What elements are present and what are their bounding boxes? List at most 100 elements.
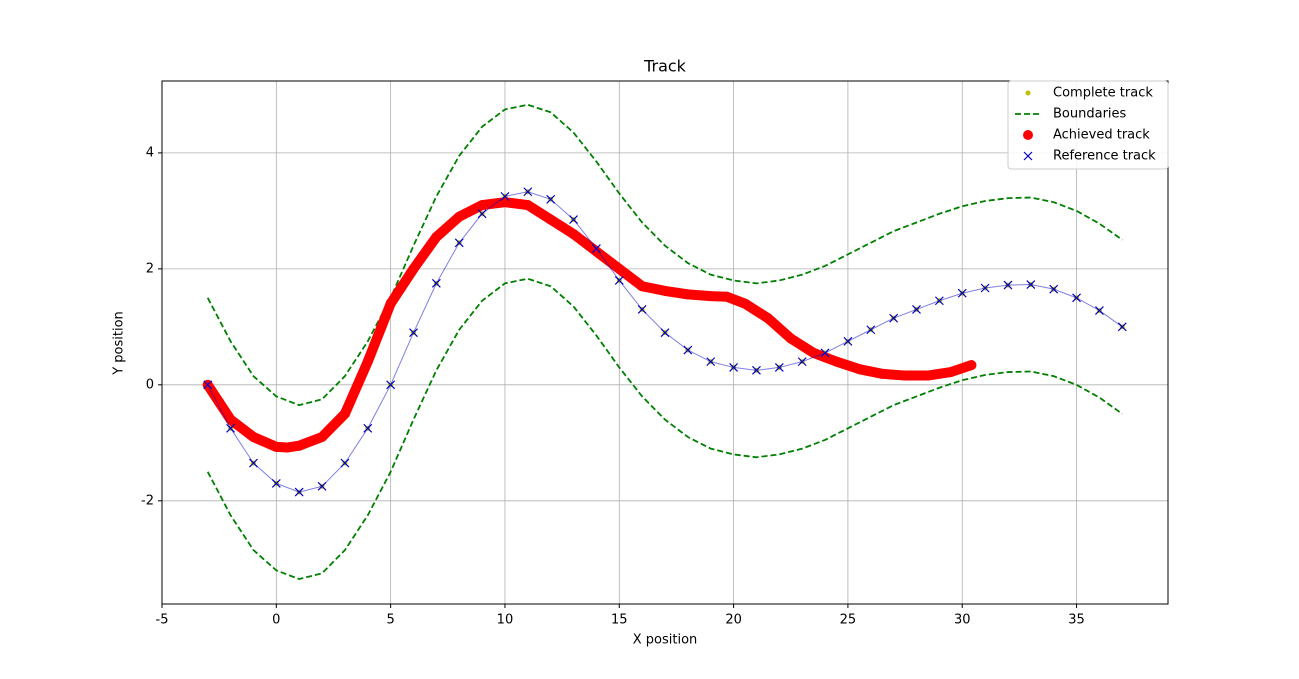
achieved-point xyxy=(705,291,716,302)
reference-point xyxy=(866,325,876,335)
reference-point xyxy=(226,423,236,433)
x-tick-label: 20 xyxy=(725,613,742,628)
achieved-point xyxy=(248,432,259,443)
achieved-point xyxy=(682,289,693,300)
legend-label: Complete track xyxy=(1053,86,1153,101)
boundary-upper xyxy=(206,103,1123,407)
achieved-point xyxy=(945,367,956,378)
achieved-point xyxy=(545,214,556,225)
reference-point xyxy=(454,238,464,248)
reference-point xyxy=(1117,322,1127,332)
reference-point xyxy=(317,481,327,491)
achieved-point xyxy=(568,229,579,240)
x-axis-label: X position xyxy=(633,633,698,648)
reference-point xyxy=(203,380,213,390)
reference-point xyxy=(957,288,967,298)
achieved-point xyxy=(877,368,888,379)
achieved-point xyxy=(831,356,842,367)
achieved-point xyxy=(966,360,977,371)
reference-point xyxy=(431,278,441,288)
reference-point xyxy=(1026,280,1036,289)
achieved-point xyxy=(225,414,236,425)
achieved-point xyxy=(808,347,819,358)
achieved-point xyxy=(900,370,911,381)
chart-title: Track xyxy=(643,57,687,76)
x-tick-label: 10 xyxy=(497,613,514,628)
achieved-point xyxy=(721,291,732,302)
x-tick-label: 0 xyxy=(272,613,280,628)
reference-point xyxy=(500,191,510,201)
y-tick-label: 2 xyxy=(146,261,154,276)
reference-point xyxy=(249,458,258,468)
x-tick-label: 35 xyxy=(1068,613,1085,628)
legend-box xyxy=(1007,80,1169,170)
x-tick-label: 15 xyxy=(611,613,628,628)
achieved-point xyxy=(282,442,293,453)
achieved-point xyxy=(785,333,796,344)
reference-point xyxy=(591,244,601,253)
reference-point xyxy=(1094,306,1104,316)
y-tick-label: 4 xyxy=(146,145,154,160)
reference-point xyxy=(569,215,578,225)
reference-point xyxy=(797,357,807,367)
reference-point xyxy=(1072,293,1081,303)
reference-point xyxy=(934,296,944,306)
x-tick-label: 30 xyxy=(954,613,971,628)
reference-point xyxy=(271,478,281,488)
achieved-line xyxy=(202,197,977,453)
reference-point xyxy=(1003,280,1013,290)
achieved-point xyxy=(317,432,328,443)
reference-point xyxy=(1049,284,1059,294)
reference-point xyxy=(683,345,693,355)
reference-point xyxy=(820,348,830,358)
reference-point xyxy=(340,458,350,468)
x-tick-label: 25 xyxy=(840,613,857,628)
achieved-point xyxy=(362,356,373,367)
reference-point xyxy=(477,209,487,219)
reference-point xyxy=(409,328,418,338)
reference-point xyxy=(363,423,373,433)
achieved-point xyxy=(454,211,465,222)
achieved-point xyxy=(740,298,751,309)
achieved-point xyxy=(214,397,225,408)
achieved-point xyxy=(408,263,419,274)
y-axis-label: Y position xyxy=(112,311,127,376)
achieved-point xyxy=(614,263,625,274)
legend-label: Reference track xyxy=(1053,149,1156,164)
reference-point xyxy=(660,328,670,338)
x-tick-label: 5 xyxy=(386,613,394,628)
reference-point xyxy=(637,305,647,314)
achieved-point xyxy=(339,408,350,419)
reference-point xyxy=(546,194,556,204)
reference-point xyxy=(843,336,853,346)
reference-point xyxy=(774,363,784,372)
reference-point xyxy=(294,487,304,497)
reference-point xyxy=(614,276,624,285)
achieved-point xyxy=(477,200,488,211)
legend-label: Boundaries xyxy=(1053,107,1127,122)
achieved-point xyxy=(271,441,282,452)
legend-marker xyxy=(1023,130,1033,140)
reference-point xyxy=(706,357,716,367)
legend-marker xyxy=(1023,151,1033,161)
achieved-point xyxy=(637,281,648,292)
reference-point xyxy=(752,365,761,375)
reference-point xyxy=(523,187,533,197)
reference-point xyxy=(980,283,990,293)
boundary-lower xyxy=(206,277,1123,581)
achieved-point xyxy=(762,313,773,324)
achieved-point xyxy=(854,364,865,375)
achieved-point xyxy=(522,200,533,211)
legend-marker xyxy=(1025,90,1031,96)
plot-frame xyxy=(161,80,1169,605)
achieved-point xyxy=(431,231,442,242)
achieved-point xyxy=(385,298,396,309)
reference-point xyxy=(889,313,899,323)
legend-label: Achieved track xyxy=(1053,128,1150,143)
achieved-point xyxy=(591,246,602,257)
y-tick-label: 0 xyxy=(146,377,154,392)
x-tick-label: -5 xyxy=(156,613,169,628)
reference-point xyxy=(912,305,921,314)
reference-line xyxy=(207,191,1123,493)
